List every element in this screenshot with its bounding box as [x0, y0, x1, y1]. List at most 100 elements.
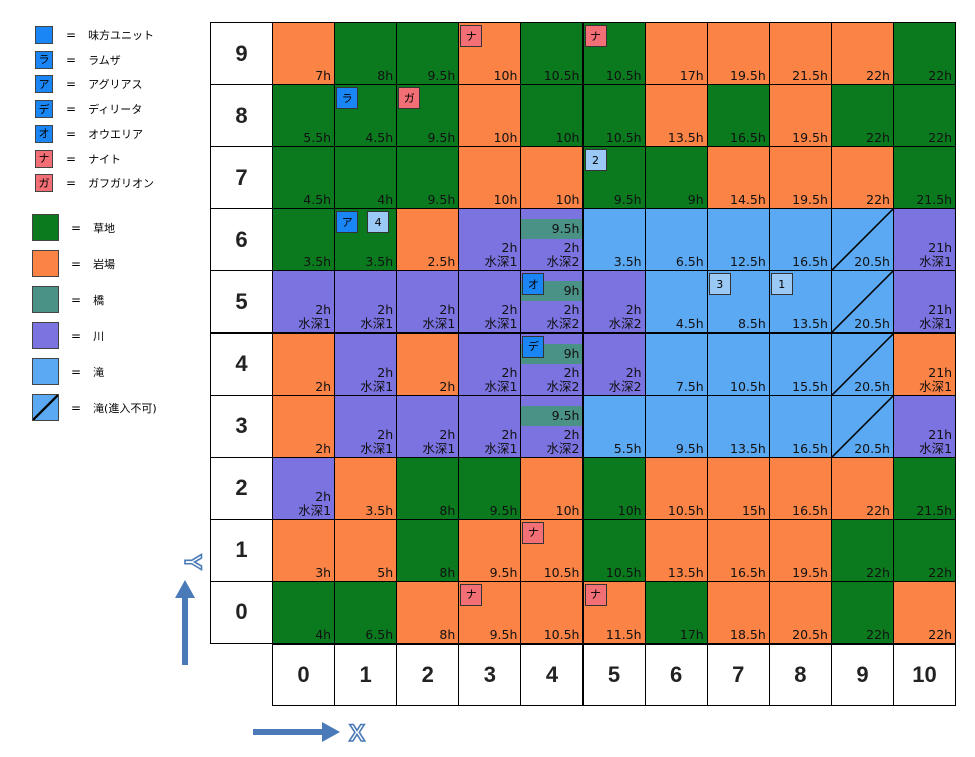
map-cell-0-2[interactable]: 2h 水深1 — [272, 456, 336, 520]
map-cell-6-6[interactable]: 6.5h — [644, 208, 708, 272]
enemy-unit-marker[interactable]: ナ — [460, 25, 483, 47]
map-cell-3-4[interactable]: 2h 水深1 — [458, 332, 522, 396]
map-cell-4-6[interactable]: 9.5h 2h 水深2 — [520, 208, 584, 272]
map-cell-1-3[interactable]: 2h 水深1 — [334, 394, 398, 458]
map-cell-4-0[interactable]: 10.5h — [520, 580, 584, 644]
map-cell-3-2[interactable]: 9.5h — [458, 456, 522, 520]
map-cell-4-8[interactable]: 10h — [520, 84, 584, 148]
map-cell-8-2[interactable]: 16.5h — [768, 456, 832, 520]
map-cell-5-1[interactable]: 10.5h — [582, 518, 646, 582]
map-cell-0-6[interactable]: 3.5h — [272, 208, 336, 272]
map-cell-1-0[interactable]: 6.5h — [334, 580, 398, 644]
map-cell-6-9[interactable]: 17h — [644, 22, 708, 86]
map-cell-3-9[interactable]: ナ 10h — [458, 22, 522, 86]
map-cell-9-1[interactable]: 22h — [830, 518, 894, 582]
map-cell-5-8[interactable]: 10.5h — [582, 84, 646, 148]
map-cell-1-9[interactable]: 8h — [334, 22, 398, 86]
map-cell-6-4[interactable]: 7.5h — [644, 332, 708, 396]
map-cell-8-9[interactable]: 21.5h — [768, 22, 832, 86]
map-cell-5-6[interactable]: 3.5h — [582, 208, 646, 272]
map-cell-4-9[interactable]: 10.5h — [520, 22, 584, 86]
map-cell-9-3[interactable]: 20.5h — [830, 394, 894, 458]
map-cell-2-7[interactable]: 9.5h — [396, 146, 460, 210]
map-cell-2-1[interactable]: 8h — [396, 518, 460, 582]
map-cell-5-3[interactable]: 5.5h — [582, 394, 646, 458]
map-cell-8-5[interactable]: 1 13.5h — [768, 270, 832, 334]
map-cell-2-0[interactable]: 8h — [396, 580, 460, 644]
map-cell-10-3[interactable]: 21h 水深1 — [893, 394, 957, 458]
map-cell-8-0[interactable]: 20.5h — [768, 580, 832, 644]
map-cell-9-2[interactable]: 22h — [830, 456, 894, 520]
enemy-unit-marker[interactable]: ナ — [522, 521, 545, 544]
map-cell-2-2[interactable]: 8h — [396, 456, 460, 520]
map-cell-4-4[interactable]: 9h デ 2h 水深2 — [520, 332, 584, 396]
map-cell-5-0[interactable]: ナ 11.5h — [582, 580, 646, 644]
map-cell-10-6[interactable]: 21h 水深1 — [893, 208, 957, 272]
map-cell-9-9[interactable]: 22h — [830, 22, 894, 86]
map-cell-5-7[interactable]: 2 9.5h — [582, 146, 646, 210]
map-cell-10-1[interactable]: 22h — [893, 518, 957, 582]
map-cell-10-5[interactable]: 21h 水深1 — [893, 270, 957, 334]
map-cell-10-4[interactable]: 21h 水深1 — [893, 332, 957, 396]
map-cell-7-2[interactable]: 15h — [706, 456, 770, 520]
ally-unit-marker[interactable]: デ — [522, 335, 545, 358]
map-cell-9-7[interactable]: 22h — [830, 146, 894, 210]
map-cell-7-7[interactable]: 14.5h — [706, 146, 770, 210]
map-cell-10-2[interactable]: 21.5h — [893, 456, 957, 520]
numbered-unit-marker[interactable]: 4 — [367, 211, 390, 234]
map-cell-0-5[interactable]: 2h 水深1 — [272, 270, 336, 334]
enemy-unit-marker[interactable]: ナ — [584, 583, 607, 606]
map-cell-3-3[interactable]: 2h 水深1 — [458, 394, 522, 458]
map-cell-7-5[interactable]: 3 8.5h — [706, 270, 770, 334]
map-cell-0-3[interactable]: 2h — [272, 394, 336, 458]
map-cell-7-4[interactable]: 10.5h — [706, 332, 770, 396]
map-cell-2-5[interactable]: 2h 水深1 — [396, 270, 460, 334]
map-cell-9-0[interactable]: 22h — [830, 580, 894, 644]
map-cell-3-6[interactable]: 2h 水深1 — [458, 208, 522, 272]
ally-unit-marker[interactable]: オ — [522, 273, 545, 296]
map-cell-0-9[interactable]: 7h — [272, 22, 336, 86]
map-cell-2-8[interactable]: ガ 9.5h — [396, 84, 460, 148]
map-cell-6-8[interactable]: 13.5h — [644, 84, 708, 148]
map-cell-2-4[interactable]: 2h — [396, 332, 460, 396]
map-cell-5-5[interactable]: 2h 水深2 — [582, 270, 646, 334]
map-cell-5-4[interactable]: 2h 水深2 — [582, 332, 646, 396]
map-cell-5-9[interactable]: ナ 10.5h — [582, 22, 646, 86]
ally-unit-marker[interactable]: ア — [336, 211, 359, 234]
map-cell-8-8[interactable]: 19.5h — [768, 84, 832, 148]
map-cell-3-5[interactable]: 2h 水深1 — [458, 270, 522, 334]
map-cell-4-7[interactable]: 10h — [520, 146, 584, 210]
map-cell-8-4[interactable]: 15.5h — [768, 332, 832, 396]
map-cell-3-7[interactable]: 10h — [458, 146, 522, 210]
map-cell-1-4[interactable]: 2h 水深1 — [334, 332, 398, 396]
map-cell-10-8[interactable]: 22h — [893, 84, 957, 148]
map-cell-9-6[interactable]: 20.5h — [830, 208, 894, 272]
map-cell-6-2[interactable]: 10.5h — [644, 456, 708, 520]
map-cell-4-5[interactable]: 9h オ 2h 水深2 — [520, 270, 584, 334]
enemy-unit-marker[interactable]: ナ — [460, 583, 483, 606]
map-cell-7-0[interactable]: 18.5h — [706, 580, 770, 644]
map-cell-4-2[interactable]: 10h — [520, 456, 584, 520]
map-cell-6-1[interactable]: 13.5h — [644, 518, 708, 582]
enemy-unit-marker[interactable]: ナ — [584, 25, 607, 47]
map-cell-2-6[interactable]: 2.5h — [396, 208, 460, 272]
map-cell-8-7[interactable]: 19.5h — [768, 146, 832, 210]
map-cell-10-7[interactable]: 21.5h — [893, 146, 957, 210]
numbered-unit-marker[interactable]: 2 — [584, 149, 607, 172]
map-cell-2-9[interactable]: 9.5h — [396, 22, 460, 86]
map-cell-4-3[interactable]: 9.5h 2h 水深2 — [520, 394, 584, 458]
map-cell-0-7[interactable]: 4.5h — [272, 146, 336, 210]
enemy-unit-marker[interactable]: ガ — [398, 87, 421, 110]
map-cell-7-1[interactable]: 16.5h — [706, 518, 770, 582]
map-cell-10-0[interactable]: 22h — [893, 580, 957, 644]
map-cell-5-2[interactable]: 10h — [582, 456, 646, 520]
map-cell-7-9[interactable]: 19.5h — [706, 22, 770, 86]
numbered-unit-marker[interactable]: 1 — [770, 273, 793, 296]
map-cell-8-6[interactable]: 16.5h — [768, 208, 832, 272]
map-cell-0-1[interactable]: 3h — [272, 518, 336, 582]
map-cell-2-3[interactable]: 2h 水深1 — [396, 394, 460, 458]
map-cell-0-4[interactable]: 2h — [272, 332, 336, 396]
map-cell-3-8[interactable]: 10h — [458, 84, 522, 148]
map-cell-9-4[interactable]: 20.5h — [830, 332, 894, 396]
map-cell-3-1[interactable]: 9.5h — [458, 518, 522, 582]
